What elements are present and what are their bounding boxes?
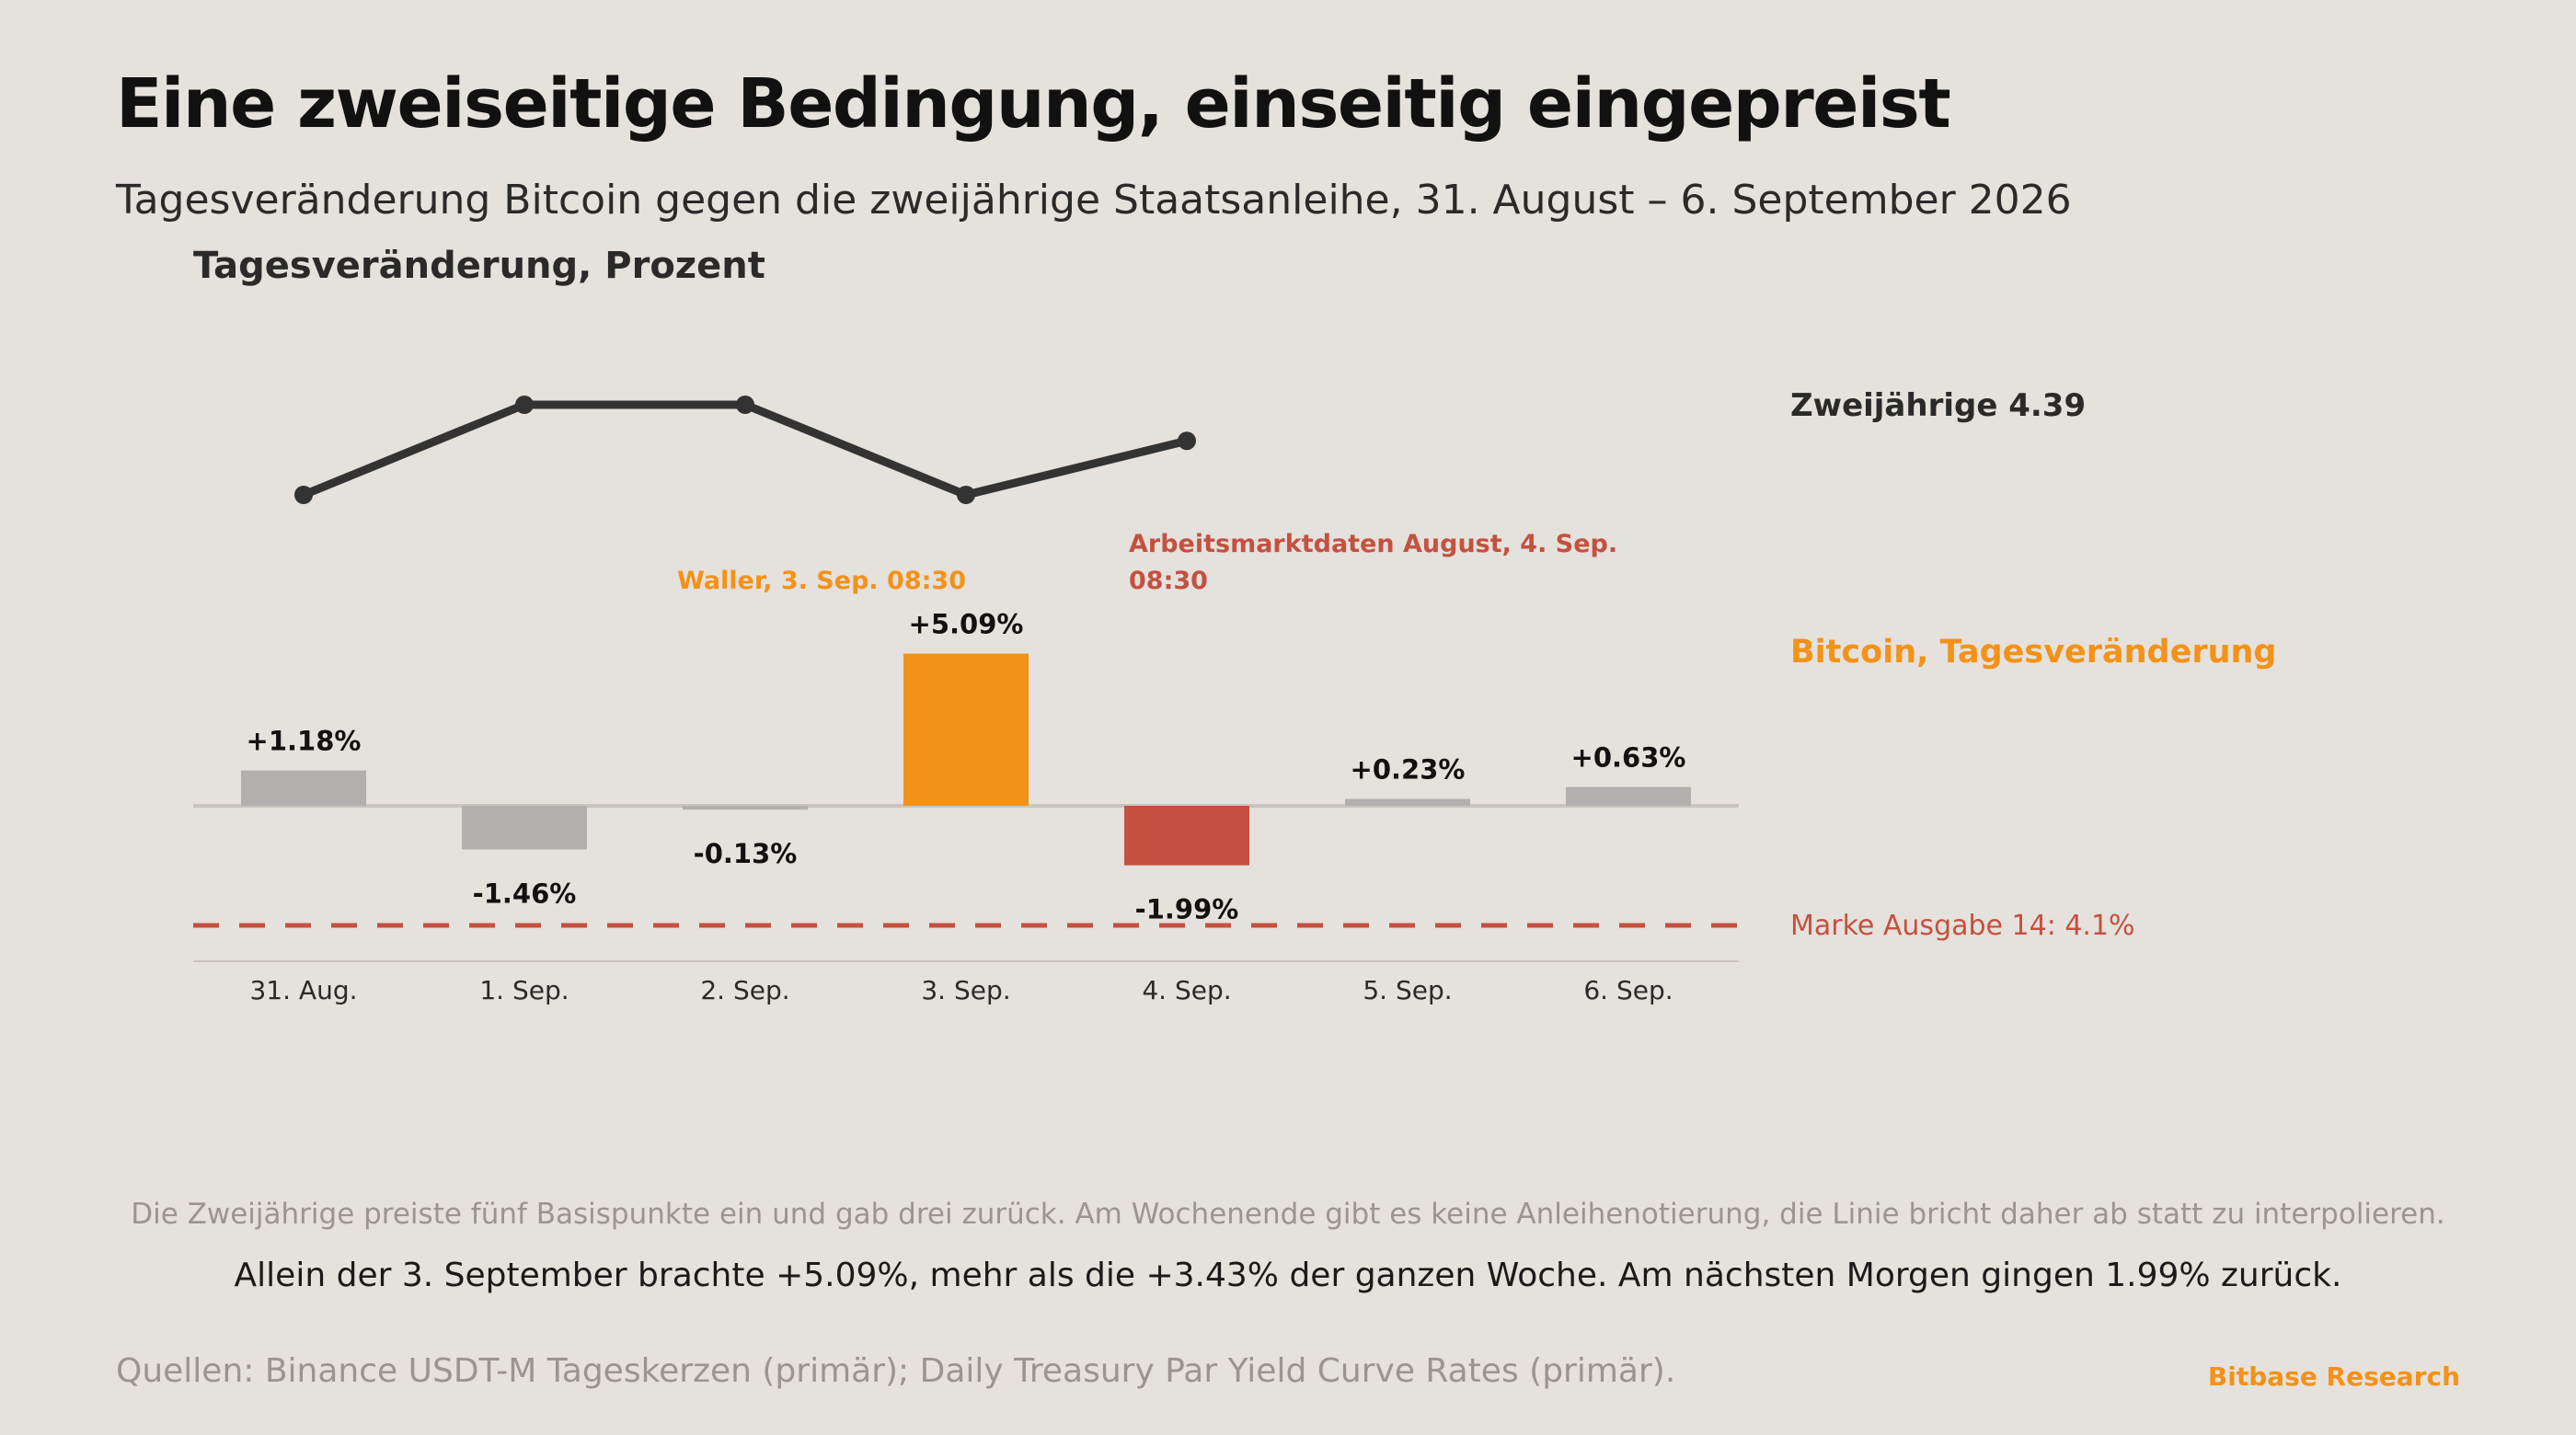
annotation-waller: Waller, 3. Sep. 08:30 bbox=[677, 567, 966, 595]
legend-bitcoin: Bitcoin, Tagesveränderung bbox=[1790, 634, 2277, 671]
annotation-labor-line1: Arbeitsmarktdaten August, 4. Sep. bbox=[1129, 530, 1617, 558]
x-tick-label-2: 2. Sep. bbox=[700, 975, 789, 1005]
yield-point-3 bbox=[957, 486, 975, 504]
bar-4 bbox=[1124, 806, 1249, 866]
chart-note-secondary: Die Zweijährige preiste fünf Basispunkte… bbox=[131, 1198, 2445, 1231]
yield-point-0 bbox=[294, 486, 313, 504]
bar-6 bbox=[1566, 786, 1691, 806]
bar-3 bbox=[903, 653, 1029, 806]
bar-value-label-6: +0.63% bbox=[1571, 742, 1686, 774]
x-tick-label-5: 5. Sep. bbox=[1363, 975, 1452, 1005]
legend-threshold: Marke Ausgabe 14: 4.1% bbox=[1790, 910, 2135, 942]
brand-logo-text: Bitbase Research bbox=[2207, 1361, 2460, 1392]
bar-value-label-5: +0.23% bbox=[1351, 754, 1466, 786]
yield-point-4 bbox=[1178, 431, 1196, 451]
yield-line-path bbox=[302, 400, 1189, 499]
annotation-labor-line2: 08:30 bbox=[1129, 567, 1208, 595]
bar-value-label-3: +5.09% bbox=[909, 609, 1024, 640]
bar-value-label-2: -0.13% bbox=[694, 838, 798, 869]
bar-value-label-1: -1.46% bbox=[473, 878, 577, 909]
bar-value-label-0: +1.18% bbox=[247, 726, 362, 757]
bar-1 bbox=[462, 806, 587, 850]
x-tick-label-0: 31. Aug. bbox=[249, 975, 357, 1005]
x-tick-label-4: 4. Sep. bbox=[1142, 975, 1231, 1005]
y-axis-title: Tagesveränderung, Prozent bbox=[193, 245, 765, 287]
bar-value-label-4: -1.99% bbox=[1135, 894, 1239, 925]
yield-point-2 bbox=[736, 396, 754, 414]
x-tick-label-6: 6. Sep. bbox=[1583, 975, 1673, 1005]
x-tick-label-3: 3. Sep. bbox=[921, 975, 1010, 1005]
bar-2 bbox=[683, 806, 808, 810]
yield-point-1 bbox=[515, 396, 534, 414]
page-title: Eine zweiseitige Bedingung, einseitig ei… bbox=[116, 64, 1951, 144]
x-tick-label-1: 1. Sep. bbox=[479, 975, 569, 1005]
bar-5 bbox=[1345, 798, 1470, 806]
page-subtitle: Tagesveränderung Bitcoin gegen die zweij… bbox=[116, 177, 2072, 224]
sources-footer: Quellen: Binance USDT-M Tageskerzen (pri… bbox=[116, 1352, 1676, 1390]
chart-note-primary: Allein der 3. September brachte +5.09%, … bbox=[234, 1257, 2342, 1294]
legend-yield: Zweijährige 4.39 bbox=[1790, 387, 2086, 424]
bar-0 bbox=[241, 770, 366, 806]
